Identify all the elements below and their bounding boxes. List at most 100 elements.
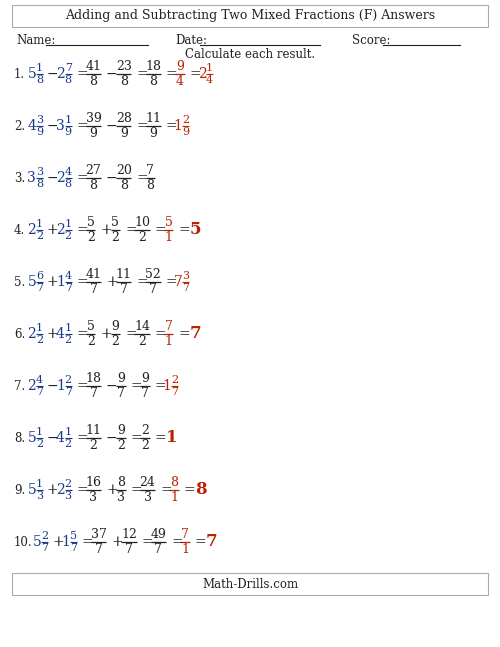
Text: =: = (76, 67, 88, 81)
Text: =: = (171, 535, 182, 549)
Text: −: − (47, 379, 58, 393)
Text: =: = (76, 379, 88, 393)
Text: 2: 2 (86, 231, 94, 244)
Text: 7: 7 (64, 387, 71, 397)
Text: =: = (142, 535, 154, 549)
Text: 8: 8 (149, 75, 157, 88)
Text: +: + (112, 535, 123, 549)
Text: =: = (195, 535, 206, 549)
Text: 9: 9 (182, 127, 190, 137)
Text: Date:: Date: (175, 34, 207, 47)
Text: 4: 4 (56, 431, 65, 445)
Text: 8: 8 (195, 481, 207, 498)
Text: 10: 10 (134, 216, 150, 229)
Text: +: + (100, 223, 112, 237)
Text: +: + (100, 327, 112, 341)
Text: 3: 3 (64, 491, 71, 501)
Text: 4: 4 (28, 119, 36, 133)
Text: =: = (166, 67, 177, 81)
Text: 8: 8 (90, 179, 98, 192)
Text: +: + (106, 275, 118, 289)
Text: 41: 41 (86, 268, 102, 281)
Text: 9: 9 (149, 127, 157, 140)
Text: 7: 7 (181, 528, 189, 541)
Text: 7: 7 (64, 63, 71, 73)
Text: =: = (76, 171, 88, 185)
Text: 2: 2 (28, 223, 36, 237)
Text: 2: 2 (36, 439, 43, 449)
Text: 3: 3 (117, 491, 125, 504)
Text: =: = (154, 431, 166, 445)
Text: Calculate each result.: Calculate each result. (185, 49, 315, 61)
Text: 2: 2 (141, 424, 148, 437)
Text: 2: 2 (182, 115, 190, 125)
Text: 8.: 8. (14, 432, 25, 444)
Text: 8: 8 (64, 75, 71, 85)
Text: −: − (106, 431, 118, 445)
Text: 7: 7 (90, 283, 98, 296)
Text: 8: 8 (36, 75, 43, 85)
Text: 14: 14 (134, 320, 150, 333)
Text: 5: 5 (86, 320, 94, 333)
Text: 6: 6 (36, 271, 43, 281)
Text: 1: 1 (36, 427, 43, 437)
Text: 2: 2 (56, 483, 65, 497)
Text: 37: 37 (91, 528, 106, 541)
Text: +: + (52, 535, 64, 549)
Text: 4: 4 (206, 75, 214, 85)
Text: =: = (154, 379, 166, 393)
Text: =: = (131, 483, 142, 497)
Text: 8: 8 (36, 179, 43, 189)
Text: 9: 9 (141, 372, 148, 385)
Text: 2: 2 (198, 67, 206, 81)
Text: −: − (47, 67, 58, 81)
Text: 8: 8 (64, 179, 71, 189)
Text: −: − (106, 171, 118, 185)
Text: 2: 2 (41, 531, 48, 541)
Text: +: + (47, 483, 58, 497)
Text: 52: 52 (146, 268, 161, 281)
Text: 2: 2 (117, 439, 125, 452)
Text: 10.: 10. (14, 536, 32, 549)
Text: 1: 1 (164, 335, 172, 348)
Text: 2: 2 (138, 231, 146, 244)
Text: −: − (106, 67, 118, 81)
Text: 1: 1 (64, 427, 71, 437)
Text: 11: 11 (145, 112, 161, 125)
Text: 1: 1 (206, 63, 214, 73)
Text: =: = (76, 327, 88, 341)
Text: 7: 7 (172, 387, 178, 397)
Text: 2: 2 (36, 231, 43, 241)
Text: 5: 5 (28, 431, 36, 445)
Text: =: = (136, 67, 148, 81)
Bar (12, 5, 488, 27)
Text: 7: 7 (141, 387, 148, 400)
Text: 7: 7 (117, 387, 125, 400)
Text: 7: 7 (154, 543, 162, 556)
Text: 7: 7 (64, 283, 71, 293)
Text: 2: 2 (112, 335, 120, 348)
Text: 11: 11 (116, 268, 132, 281)
Text: 2: 2 (64, 479, 71, 489)
Text: 12: 12 (121, 528, 137, 541)
Text: =: = (190, 67, 201, 81)
Text: 8: 8 (170, 476, 178, 489)
Text: 5: 5 (112, 216, 120, 229)
Text: 4: 4 (176, 75, 184, 88)
Text: 9: 9 (176, 60, 184, 73)
Text: 1: 1 (56, 379, 65, 393)
Text: 1: 1 (166, 430, 177, 446)
Text: 9.: 9. (14, 483, 25, 496)
Text: 2: 2 (112, 231, 120, 244)
Text: Score:: Score: (352, 34, 391, 47)
Text: 11: 11 (86, 424, 102, 437)
Text: =: = (178, 223, 190, 237)
Text: 7: 7 (190, 325, 201, 342)
Text: 1: 1 (64, 323, 71, 333)
Text: =: = (76, 483, 88, 497)
Text: 9: 9 (36, 127, 43, 137)
Text: 2: 2 (64, 231, 71, 241)
Text: 9: 9 (90, 127, 98, 140)
Text: 7: 7 (146, 164, 154, 177)
Text: +: + (47, 275, 58, 289)
